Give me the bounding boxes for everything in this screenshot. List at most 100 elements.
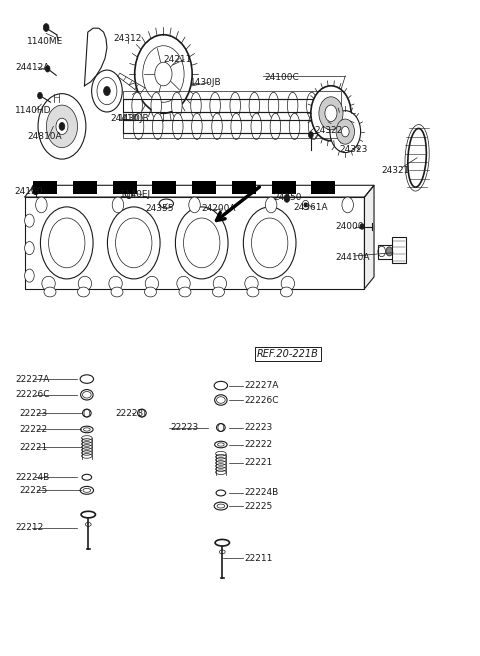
Text: 22224B: 22224B [15, 473, 49, 482]
Text: 22212: 22212 [15, 523, 43, 532]
Text: 22224B: 22224B [245, 489, 279, 497]
Text: 22226C: 22226C [245, 396, 279, 405]
Bar [33, 187, 57, 194]
Ellipse shape [153, 113, 163, 140]
Bar [378, 245, 393, 259]
Text: 24100C: 24100C [264, 73, 299, 83]
Ellipse shape [177, 276, 190, 291]
Ellipse shape [247, 287, 259, 297]
Text: 22223: 22223 [20, 409, 48, 418]
Ellipse shape [159, 199, 173, 208]
Bar [272, 187, 296, 194]
Circle shape [319, 97, 343, 130]
Ellipse shape [213, 287, 225, 297]
Text: 24350: 24350 [274, 193, 302, 201]
Polygon shape [24, 197, 364, 289]
Ellipse shape [42, 276, 55, 291]
Bar [113, 187, 137, 194]
Text: 22227A: 22227A [15, 375, 49, 384]
Text: 22225: 22225 [245, 502, 273, 510]
Ellipse shape [215, 539, 229, 546]
Bar [113, 181, 137, 188]
Text: 1140EJ: 1140EJ [120, 190, 152, 199]
Ellipse shape [231, 113, 241, 140]
Ellipse shape [179, 287, 191, 297]
Circle shape [330, 111, 360, 153]
Circle shape [24, 214, 34, 227]
Circle shape [24, 241, 34, 255]
Circle shape [40, 207, 93, 279]
Ellipse shape [230, 92, 240, 119]
Bar [73, 181, 97, 188]
Text: 22225: 22225 [20, 486, 48, 495]
Circle shape [311, 86, 351, 141]
Bar [123, 120, 326, 133]
Text: 24150: 24150 [14, 188, 43, 196]
Circle shape [284, 194, 290, 202]
Text: REF.20-221B: REF.20-221B [257, 349, 319, 359]
Text: 22222: 22222 [20, 425, 48, 434]
Text: 22227A: 22227A [245, 381, 279, 390]
Ellipse shape [44, 287, 56, 297]
Circle shape [341, 127, 349, 137]
Ellipse shape [288, 92, 298, 119]
Circle shape [37, 92, 42, 99]
Ellipse shape [216, 424, 225, 432]
Bar [232, 181, 256, 188]
Circle shape [112, 197, 124, 213]
Bar [123, 99, 336, 112]
Ellipse shape [251, 113, 262, 140]
Bar [73, 187, 97, 194]
Text: 1140HD: 1140HD [15, 106, 51, 115]
Bar [272, 181, 296, 188]
Bar [392, 237, 406, 263]
Ellipse shape [77, 287, 89, 297]
Ellipse shape [212, 113, 222, 140]
Polygon shape [24, 185, 374, 197]
Text: 22221: 22221 [245, 459, 273, 467]
Ellipse shape [81, 390, 93, 400]
Bar [153, 181, 176, 188]
Circle shape [342, 197, 353, 213]
Ellipse shape [210, 92, 220, 119]
Circle shape [336, 119, 355, 144]
Ellipse shape [215, 395, 227, 405]
Circle shape [47, 105, 77, 148]
Ellipse shape [78, 276, 92, 291]
Polygon shape [364, 185, 374, 289]
Text: 1140ME: 1140ME [27, 37, 63, 46]
Text: 1430JB: 1430JB [118, 114, 150, 123]
Bar [312, 187, 335, 194]
Ellipse shape [144, 287, 156, 297]
Bar [192, 187, 216, 194]
Bar [232, 187, 256, 194]
Text: 24321: 24321 [381, 167, 409, 175]
Circle shape [24, 269, 34, 282]
Ellipse shape [109, 276, 122, 291]
Text: 22211: 22211 [245, 554, 273, 563]
Text: 22226C: 22226C [15, 390, 49, 400]
Circle shape [189, 197, 200, 213]
Text: 24000: 24000 [336, 222, 364, 231]
Text: 24322: 24322 [314, 126, 342, 134]
Ellipse shape [280, 287, 292, 297]
Circle shape [104, 87, 110, 96]
Circle shape [243, 207, 296, 279]
Ellipse shape [270, 113, 281, 140]
Text: 24355: 24355 [145, 205, 174, 213]
Circle shape [325, 105, 337, 121]
Text: 24200A: 24200A [202, 205, 236, 213]
Ellipse shape [172, 113, 183, 140]
Circle shape [386, 247, 393, 256]
Ellipse shape [83, 409, 91, 417]
Bar [312, 181, 335, 188]
Text: 24361A: 24361A [294, 203, 328, 212]
Text: 22223: 22223 [170, 423, 199, 432]
Circle shape [38, 94, 86, 159]
Ellipse shape [81, 511, 96, 518]
Text: 24410A: 24410A [336, 253, 370, 262]
Circle shape [59, 123, 65, 131]
Ellipse shape [171, 92, 182, 119]
Circle shape [360, 224, 364, 229]
Text: 24312: 24312 [113, 34, 142, 43]
